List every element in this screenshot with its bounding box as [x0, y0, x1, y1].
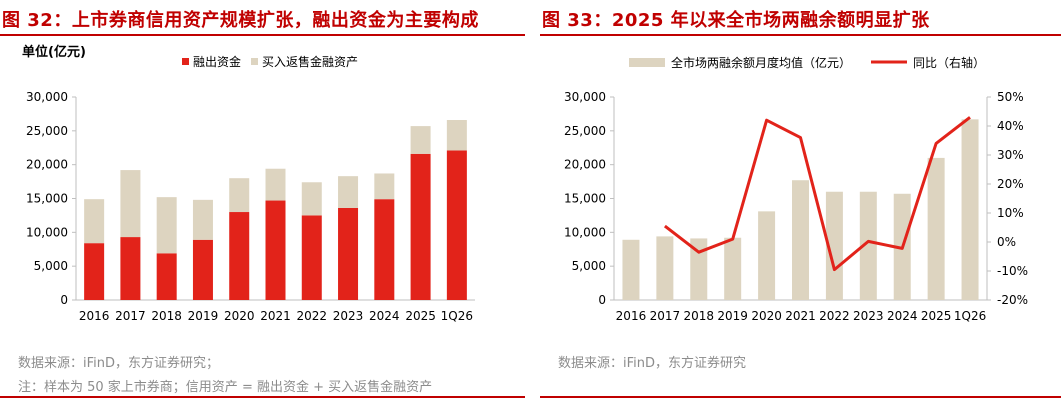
- right-title-rule: [540, 34, 1061, 36]
- left-xtick-label: 2021: [260, 309, 291, 323]
- left-xtick-label: 2020: [224, 309, 255, 323]
- left-legend-label-1: 买入返售金融资产: [262, 54, 358, 69]
- left-chart-title: 图 32：上市券商信用资产规模扩张，融出资金为主要构成: [2, 10, 479, 31]
- right-bar-10: [961, 119, 979, 300]
- left-xtick-label: 2024: [369, 309, 400, 323]
- left-bottom-rule: [0, 396, 525, 398]
- right-bar-7: [859, 191, 877, 300]
- left-xtick-label: 2017: [115, 309, 146, 323]
- left-bar-1-3: [192, 199, 213, 240]
- right-bar-1: [656, 236, 674, 300]
- right-left-ytick-label: 5,000: [572, 259, 606, 273]
- right-right-ytick-label: -10%: [997, 264, 1028, 278]
- left-title-rule: [0, 34, 525, 36]
- left-source-note: 数据来源：iFinD，东方证券研究；: [18, 356, 220, 371]
- left-ytick-label: 20,000: [26, 158, 68, 172]
- right-chart-panel: 图 33：2025 年以来全市场两融余额明显扩张 全市场两融余额月度均值（亿元）…: [540, 0, 1061, 402]
- left-bar-1-10: [446, 120, 467, 151]
- left-bar-1-6: [301, 182, 322, 216]
- right-bar-0: [622, 239, 640, 300]
- left-bar-1-1: [120, 170, 141, 238]
- right-bottom-rule: [540, 396, 1061, 398]
- left-bar-0-10: [446, 150, 467, 300]
- right-bar-2: [690, 238, 708, 300]
- right-xtick-label: 2021: [785, 309, 816, 323]
- left-xtick-label: 2019: [188, 309, 219, 323]
- left-bar-1-4: [229, 178, 250, 213]
- left-ytick-label: 10,000: [26, 225, 68, 239]
- right-left-ytick-label: 20,000: [564, 158, 606, 172]
- left-bar-0-1: [120, 237, 141, 300]
- left-xtick-label: 2016: [79, 309, 110, 323]
- left-bar-0-9: [410, 153, 431, 300]
- right-legend-label-line: 同比（右轴）: [913, 55, 985, 70]
- right-bar-3: [724, 237, 742, 300]
- right-right-ytick-label: 30%: [997, 148, 1024, 162]
- left-ytick-label: 15,000: [26, 192, 68, 206]
- right-source-note: 数据来源：iFinD，东方证券研究: [558, 356, 747, 371]
- left-ytick-label: 5,000: [34, 259, 68, 273]
- left-chart-svg: 单位(亿元) 融出资金 买入返售金融资产 0 5,000 10,000 15,000 20,0…: [22, 44, 475, 323]
- left-xtick-label: 2025: [405, 309, 436, 323]
- left-chart-panel: 图 32：上市券商信用资产规模扩张，融出资金为主要构成 单位(亿元) 融出资金 买入…: [0, 0, 525, 402]
- right-xtick-label: 2016: [616, 309, 647, 323]
- right-right-ytick-label: 50%: [997, 90, 1024, 104]
- left-xtick-label: 1Q26: [441, 309, 473, 323]
- left-bar-0-3: [192, 239, 213, 300]
- left-bar-0-5: [265, 200, 286, 300]
- left-xtick-label: 2018: [151, 309, 182, 323]
- right-legend-swatch-bar: [629, 58, 665, 67]
- right-xtick-label: 2018: [683, 309, 714, 323]
- right-yoy-line: [663, 116, 971, 272]
- right-xtick-label: 2025: [921, 309, 952, 323]
- right-bar-6: [825, 191, 843, 300]
- left-bar-0-6: [301, 215, 322, 300]
- left-footnote: 注：样本为 50 家上市券商；信用资产 = 融出资金 + 买入返售金融资产: [18, 380, 433, 395]
- right-left-ytick-label: 10,000: [564, 225, 606, 239]
- right-xtick-label: 1Q26: [954, 309, 986, 323]
- left-bar-0-0: [84, 243, 105, 300]
- left-ytick-label: 30,000: [26, 90, 68, 104]
- left-xtick-label: 2022: [296, 309, 327, 323]
- left-bar-0-4: [229, 212, 250, 300]
- left-bar-1-0: [84, 199, 105, 244]
- left-bar-1-2: [156, 197, 177, 254]
- right-right-ytick-label: 20%: [997, 177, 1024, 191]
- right-left-ytick-label: 15,000: [564, 192, 606, 206]
- right-right-ytick-label: 0%: [997, 235, 1016, 249]
- right-xtick-label: 2017: [650, 309, 681, 323]
- left-bar-1-5: [265, 168, 286, 201]
- left-bar-0-7: [338, 207, 359, 300]
- right-chart-svg: 全市场两融余额月度均值（亿元） 同比（右轴） 0 5,000 10,000 15,000 2…: [564, 55, 1028, 323]
- right-legend-label-bar: 全市场两融余额月度均值（亿元）: [671, 55, 851, 70]
- left-bar-0-2: [156, 253, 177, 300]
- left-bar-0-8: [374, 199, 395, 300]
- right-xtick-label: 2023: [853, 309, 884, 323]
- right-xtick-label: 2019: [717, 309, 748, 323]
- left-ytick-label: 25,000: [26, 124, 68, 138]
- right-left-ytick-label: 0: [598, 293, 606, 307]
- left-legend-swatch-1: [251, 58, 258, 65]
- left-ytick-label: 0: [60, 293, 68, 307]
- left-legend-swatch-0: [182, 58, 189, 65]
- left-xtick-label: 2023: [333, 309, 364, 323]
- right-right-ytick-label: 10%: [997, 206, 1024, 220]
- right-right-ytick-label: 40%: [997, 119, 1024, 133]
- right-bar-9: [927, 157, 945, 300]
- right-bar-5: [792, 180, 809, 300]
- right-chart-title: 图 33：2025 年以来全市场两融余额明显扩张: [542, 10, 930, 31]
- left-legend-label-0: 融出资金: [193, 54, 241, 69]
- left-unit-label: 单位(亿元): [22, 44, 86, 60]
- left-bar-1-7: [338, 176, 359, 208]
- left-bar-1-9: [410, 126, 431, 154]
- right-left-ytick-label: 25,000: [564, 124, 606, 138]
- left-bar-1-8: [374, 173, 395, 200]
- right-right-ytick-label: -20%: [997, 293, 1028, 307]
- right-xtick-label: 2024: [887, 309, 918, 323]
- right-left-ytick-label: 30,000: [564, 90, 606, 104]
- right-bar-4: [758, 211, 776, 300]
- right-xtick-label: 2020: [751, 309, 782, 323]
- right-xtick-label: 2022: [819, 309, 850, 323]
